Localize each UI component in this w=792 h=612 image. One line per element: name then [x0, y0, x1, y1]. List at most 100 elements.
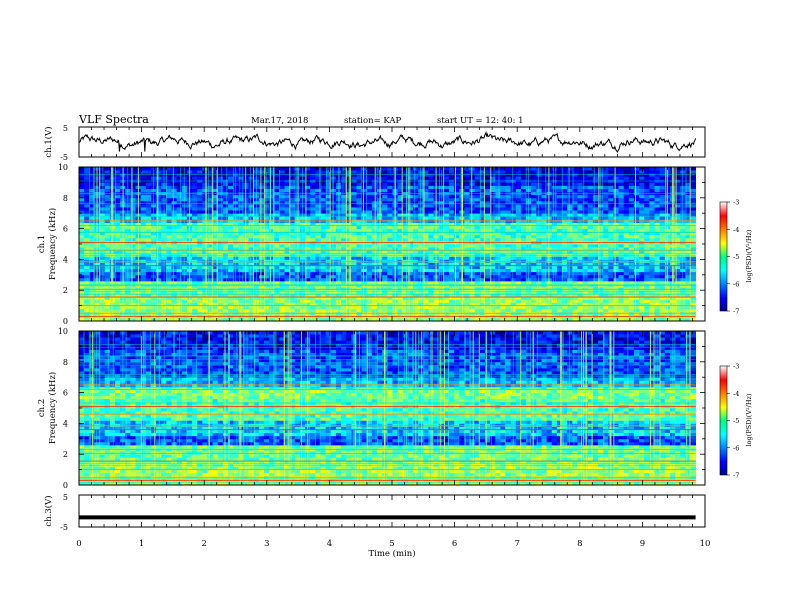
spectrogram-cell	[382, 244, 388, 248]
spectrogram-cell	[238, 213, 244, 217]
spectrogram-cell	[644, 216, 650, 220]
spectrogram-cell	[84, 256, 90, 260]
spectrogram-cell	[587, 250, 594, 254]
spectrogram-cell	[145, 290, 152, 294]
spectrogram-cell	[274, 231, 280, 236]
spectrogram-cell	[505, 256, 512, 260]
spectrogram-cell	[654, 308, 661, 313]
spectrogram-cell	[623, 265, 630, 270]
spectrogram-cell	[238, 317, 244, 322]
spectrogram-cell	[603, 228, 609, 233]
spectrogram-cell	[248, 268, 255, 273]
spectrogram-cell	[166, 271, 172, 276]
spectrogram-cell	[551, 237, 558, 242]
spectrogram-cell	[351, 200, 357, 205]
spectrogram-cell	[464, 225, 470, 229]
spectrogram-cell	[233, 262, 239, 266]
spectrogram-cell	[79, 194, 85, 199]
spectrogram-cell	[490, 262, 496, 266]
spectrogram-cell	[263, 222, 270, 226]
spectrogram-cell	[212, 197, 219, 202]
spectrogram-cell	[587, 231, 594, 236]
spectrogram-cell	[99, 305, 106, 310]
spectrogram-cell	[130, 259, 136, 263]
spectrogram-cell	[633, 203, 640, 208]
spectrogram-cell	[531, 203, 537, 208]
spectrogram-cell	[428, 259, 434, 263]
spectrogram-cell	[99, 200, 106, 205]
spectrogram-cell	[582, 237, 589, 242]
spectrogram-cell	[562, 265, 568, 270]
spectrogram-cell	[341, 200, 347, 205]
spectrogram-cell	[89, 250, 95, 254]
spectrogram-cell	[520, 228, 527, 233]
spectrogram-cell	[505, 274, 512, 279]
spectrogram-cell	[644, 265, 650, 270]
spectrogram-cell	[341, 299, 347, 303]
spectrogram-cell	[577, 207, 583, 211]
spectrogram-cell	[556, 305, 563, 310]
spectrogram-cell	[356, 234, 363, 239]
spectrogram-cell	[633, 207, 640, 211]
spectrogram-cell	[402, 302, 409, 306]
spectrogram-cell	[603, 302, 609, 306]
spectrogram-cell	[274, 210, 280, 214]
spectrogram-cell	[639, 296, 645, 300]
spectrogram-cell	[284, 277, 291, 282]
spectrogram-cell	[130, 237, 136, 242]
spectrogram-cell	[572, 228, 578, 233]
spectrogram-cell	[387, 222, 393, 226]
spectrogram-cell	[315, 244, 321, 248]
spectrogram-cell	[407, 265, 414, 270]
spectrogram-cell	[520, 268, 527, 273]
spectrogram-cell	[443, 308, 450, 313]
spectrogram-cell	[207, 247, 213, 251]
spectrogram-cell	[556, 250, 563, 254]
spectrogram-cell	[690, 237, 697, 242]
spectrogram-cell	[623, 253, 630, 257]
spectrogram-cell	[233, 317, 239, 322]
spectrogram-cell	[130, 247, 136, 251]
spectrogram-cell	[608, 200, 614, 205]
spectrogram-cell	[248, 290, 255, 294]
spectrogram-cell	[361, 225, 368, 229]
spectrogram-cell	[258, 200, 265, 205]
spectrogram-cell	[443, 200, 450, 205]
spectrogram-cell	[166, 280, 172, 285]
spectrogram-cell	[592, 268, 599, 273]
spectrogram-cell	[505, 308, 512, 313]
spectrogram-cell	[572, 299, 578, 303]
spectrogram-cell	[145, 203, 152, 208]
spectrogram-cell	[654, 200, 661, 205]
spectrogram-cell	[371, 225, 378, 229]
spectrogram-cell	[402, 296, 409, 300]
spectrogram-cell	[356, 228, 363, 233]
spectrogram-cell	[166, 237, 172, 242]
spectrogram-cell	[222, 265, 229, 270]
spectrogram-cell	[474, 234, 481, 239]
spectrogram-cell	[361, 244, 368, 248]
spectrogram-cell	[577, 194, 583, 199]
spectrogram-cell	[130, 265, 136, 270]
spectrogram-cell	[248, 237, 255, 242]
spectrogram-cell	[562, 271, 568, 276]
spectrogram-cell	[263, 265, 270, 270]
spectrogram-cell	[397, 274, 404, 279]
spectrogram-cell	[104, 222, 111, 226]
spectrogram-cell	[361, 194, 368, 199]
spectrogram-cell	[418, 234, 424, 239]
spectrogram-cell	[418, 265, 424, 270]
spectrogram-cell	[582, 271, 589, 276]
spectrogram-cell	[99, 277, 106, 282]
spectrogram-cell	[562, 305, 568, 310]
spectrogram-cell	[685, 225, 691, 229]
spectrogram-cell	[305, 256, 311, 260]
spectrogram-cell	[582, 262, 589, 266]
spectrogram-cell	[305, 210, 311, 214]
spectrogram-cell	[551, 247, 558, 251]
spectrogram-cell	[520, 216, 527, 220]
spectrogram-cell	[79, 259, 85, 263]
spectrogram-cell	[551, 253, 558, 257]
spectrogram-cell	[541, 317, 547, 322]
spectrogram-cell	[536, 213, 542, 217]
